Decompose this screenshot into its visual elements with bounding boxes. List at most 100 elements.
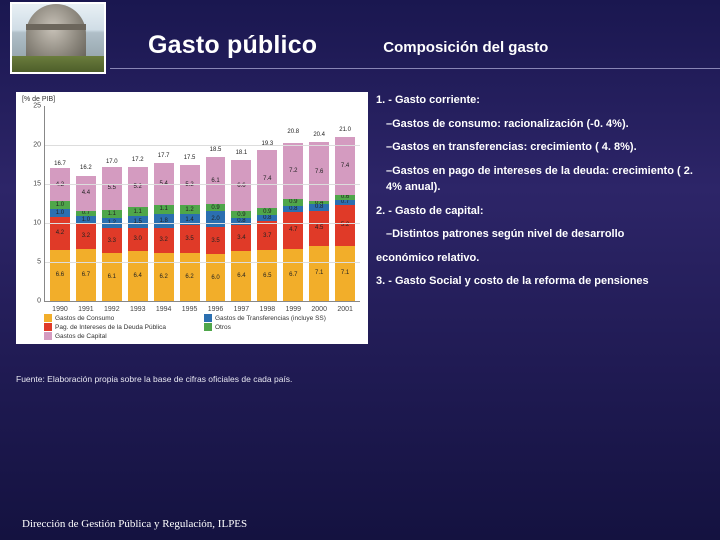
legend-swatch: [204, 323, 212, 331]
bar-column: 6.23.51.41.25.217.51995: [180, 106, 200, 301]
legend-item: Gastos de Capital: [44, 332, 200, 340]
bar-total-label: 20.8: [283, 129, 303, 135]
bar-segment-intereses: 5.2: [335, 205, 355, 246]
bar-segment-intereses: 3.4: [231, 225, 251, 252]
bullet-5: económico relativo.: [376, 250, 708, 267]
bar-segment-otros: 0.9: [283, 199, 303, 206]
bar-segment-otros: 0.4: [309, 201, 329, 204]
chart-source: Fuente: Elaboración propia sobre la base…: [16, 374, 372, 384]
bar-segment-consumo: 7.1: [335, 246, 355, 301]
x-tick: 2000: [309, 306, 329, 313]
bar-segment-consumo: 6.7: [283, 249, 303, 301]
bullet-1: –Gastos de consumo: racionalización (-0.…: [376, 116, 708, 133]
bar-segment-capital: 7.6: [309, 142, 329, 201]
bullet-2: –Gastos en transferencias: crecimiento (…: [376, 139, 708, 156]
legend-swatch: [44, 314, 52, 322]
legend-swatch: [204, 314, 212, 322]
bar-column: 7.14.50.80.47.620.42000: [309, 106, 329, 301]
bar-column: 6.64.21.01.04.216.71990: [50, 106, 70, 301]
bar-total-label: 17.5: [180, 155, 200, 161]
bar-total-label: 17.0: [102, 159, 122, 165]
bar-segment-transf: 1.5: [128, 216, 148, 228]
page-subtitle: Composición del gasto: [383, 39, 548, 56]
bar-total-label: 16.2: [76, 165, 96, 171]
bar-segment-consumo: 6.5: [257, 250, 277, 301]
bar-column: 6.23.21.81.15.417.71994: [154, 106, 174, 301]
x-tick: 1993: [128, 306, 148, 313]
bar-segment-transf: 2.0: [206, 211, 226, 227]
y-tick: 0: [23, 298, 41, 305]
bar-segment-consumo: 6.4: [128, 251, 148, 301]
bar-column: 6.03.52.00.96.118.51996: [206, 106, 226, 301]
x-tick: 1992: [102, 306, 122, 313]
bar-column: 7.15.20.70.67.421.02001: [335, 106, 355, 301]
bar-segment-capital: 6.6: [231, 160, 251, 211]
y-tick: 15: [23, 181, 41, 188]
bar-total-label: 17.7: [154, 153, 174, 159]
bar-segment-intereses: 3.2: [76, 224, 96, 249]
plot-area: 6.64.21.01.04.216.719906.73.21.00.74.416…: [44, 106, 360, 302]
bar-total-label: 18.5: [206, 147, 226, 153]
bar-segment-consumo: 6.2: [180, 253, 200, 301]
y-tick: 10: [23, 220, 41, 227]
bar-total-label: 20.4: [309, 132, 329, 138]
bar-segment-consumo: 6.2: [154, 253, 174, 301]
bars-container: 6.64.21.01.04.216.719906.73.21.00.74.416…: [45, 106, 360, 301]
bar-segment-otros: 0.9: [257, 208, 277, 215]
bar-segment-otros: 1.1: [154, 205, 174, 214]
bar-segment-otros: 0.7: [76, 211, 96, 216]
legend-label: Gastos de Consumo: [55, 315, 114, 322]
text-block: 1. - Gasto corriente: –Gastos de consumo…: [372, 92, 720, 540]
legend-item: Pag. de Intereses de la Deuda Pública: [44, 323, 200, 331]
heading-3: 3. - Gasto Social y costo de la reforma …: [376, 273, 708, 290]
bar-segment-intereses: 3.3: [102, 228, 122, 254]
bar-column: 6.13.31.21.15.517.01992: [102, 106, 122, 301]
bar-column: 6.74.70.80.97.220.81999: [283, 106, 303, 301]
bar-segment-consumo: 7.1: [309, 246, 329, 301]
legend-swatch: [44, 332, 52, 340]
x-tick: 1996: [206, 306, 226, 313]
y-tick: 20: [23, 142, 41, 149]
content: [% de PIB] 6.64.21.01.04.216.719906.73.2…: [0, 92, 720, 540]
bar-segment-consumo: 6.6: [50, 250, 70, 301]
bar-segment-consumo: 6.1: [102, 253, 122, 301]
bar-segment-transf: 0.8: [283, 206, 303, 212]
bar-segment-otros: 1.1: [128, 207, 148, 216]
page-title: Gasto público: [148, 31, 317, 60]
bar-column: 6.53.70.80.97.419.31998: [257, 106, 277, 301]
x-tick: 1991: [76, 306, 96, 313]
bar-segment-consumo: 6.4: [231, 251, 251, 301]
legend-label: Gastos de Transferencias (incluye SS): [215, 315, 326, 322]
x-tick: 2001: [335, 306, 355, 313]
bar-total-label: 16.7: [50, 161, 70, 167]
bar-segment-intereses: 3.2: [154, 228, 174, 253]
bar-segment-capital: 6.1: [206, 157, 226, 205]
bar-segment-capital: 5.2: [128, 167, 148, 208]
bar-segment-capital: 5.5: [102, 167, 122, 210]
chart-area: [% de PIB] 6.64.21.01.04.216.719906.73.2…: [0, 92, 372, 540]
bar-segment-intereses: 3.7: [257, 221, 277, 250]
legend-label: Gastos de Capital: [55, 333, 107, 340]
bar-segment-transf: 1.0: [50, 209, 70, 217]
heading-2: 2. - Gasto de capital:: [376, 203, 708, 220]
bar-segment-intereses: 4.7: [283, 212, 303, 249]
x-tick: 1995: [180, 306, 200, 313]
bar-segment-otros: 1.2: [180, 205, 200, 214]
legend-item: Gastos de Transferencias (incluye SS): [204, 314, 360, 322]
y-tick: 5: [23, 259, 41, 266]
stacked-bar-chart: [% de PIB] 6.64.21.01.04.216.719906.73.2…: [16, 92, 368, 344]
bar-segment-intereses: 3.0: [128, 228, 148, 251]
bar-segment-intereses: 3.5: [180, 225, 200, 252]
bar-segment-intereses: 4.5: [309, 211, 329, 246]
chart-legend: Gastos de Consumo Gastos de Transferencia…: [44, 314, 360, 340]
bar-segment-transf: 0.8: [257, 215, 277, 221]
bar-segment-otros: 0.9: [231, 211, 251, 218]
bar-column: 6.43.40.80.96.618.11997: [231, 106, 251, 301]
legend-item: Otros: [204, 323, 360, 331]
bar-segment-capital: 4.4: [76, 176, 96, 210]
bar-total-label: 18.1: [231, 150, 251, 156]
bar-segment-otros: 0.6: [335, 195, 355, 200]
footer: Dirección de Gestión Pública y Regulació…: [22, 518, 247, 530]
legend-label: Otros: [215, 324, 231, 331]
bar-segment-intereses: 4.2: [50, 217, 70, 250]
